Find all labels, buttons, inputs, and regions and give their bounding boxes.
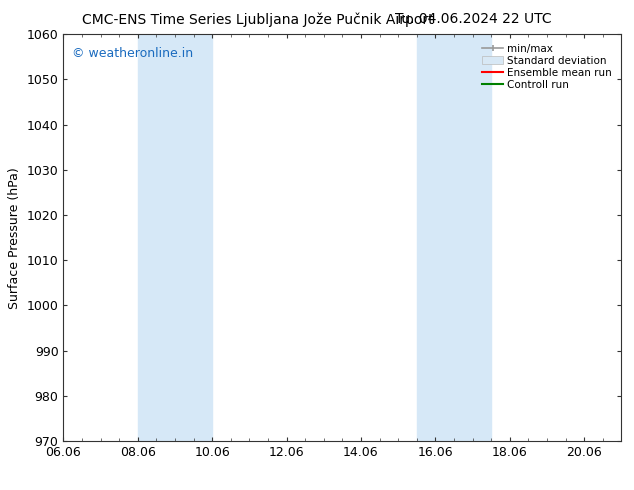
Bar (417, 34, 454, 441)
Text: © weatheronline.in: © weatheronline.in (72, 47, 193, 59)
Y-axis label: Surface Pressure (hPa): Surface Pressure (hPa) (8, 167, 21, 309)
Bar (138, 34, 212, 441)
Text: Tu. 04.06.2024 22 UTC: Tu. 04.06.2024 22 UTC (395, 12, 552, 26)
Bar (454, 34, 491, 441)
Text: CMC-ENS Time Series Ljubljana Jože Pučnik Airport: CMC-ENS Time Series Ljubljana Jože Pučni… (82, 12, 434, 27)
Legend: min/max, Standard deviation, Ensemble mean run, Controll run: min/max, Standard deviation, Ensemble me… (478, 40, 616, 94)
